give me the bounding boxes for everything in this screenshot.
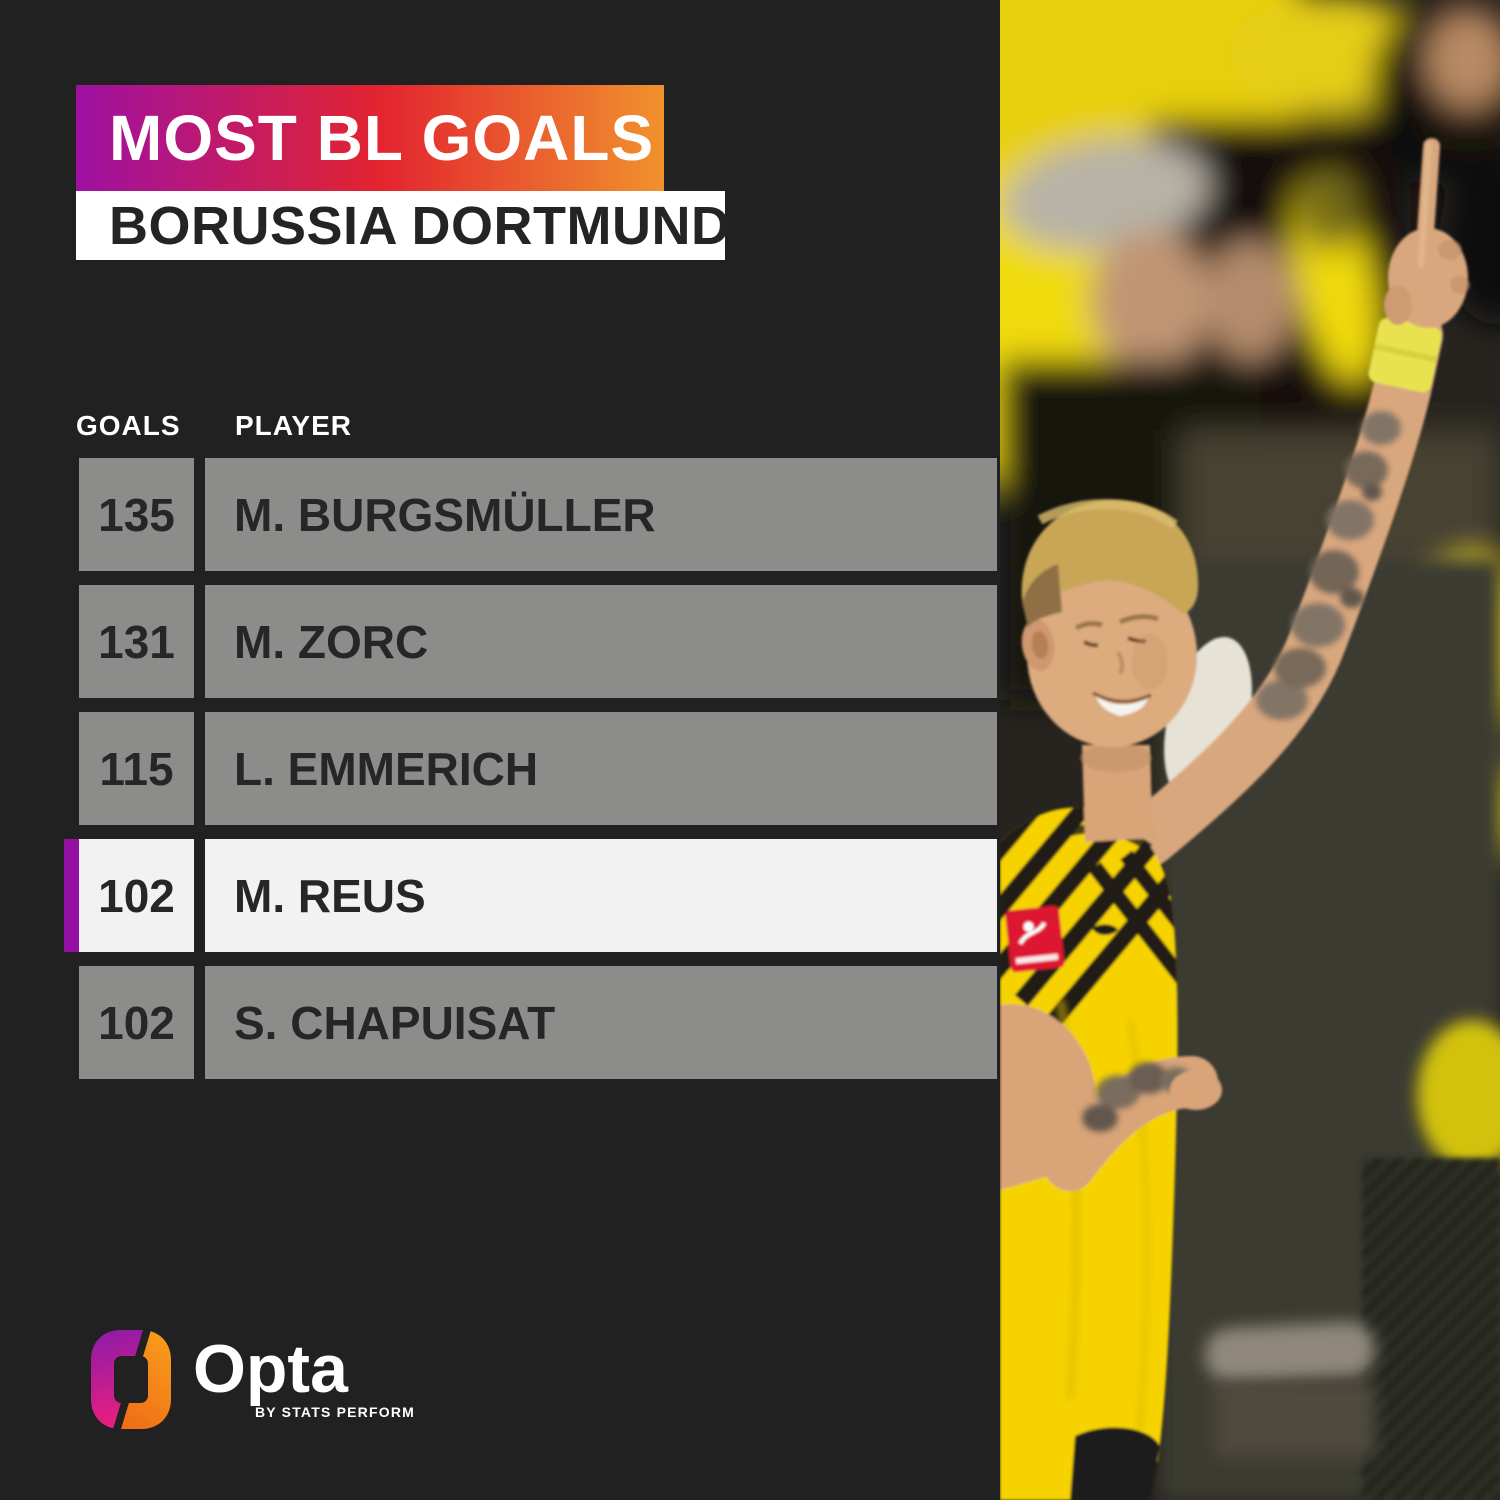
smile [1096,696,1148,716]
eyebrow [1118,614,1159,625]
goals-cell: 135 [79,458,194,571]
table-row: 131 M. ZORC [79,585,997,698]
forearm-tattoos [1082,1062,1192,1132]
opta-byline: BY STATS PERFORM [255,1404,415,1420]
player-cell: M. ZORC [205,585,997,698]
opta-logo-icon [91,1330,171,1434]
subtitle: BORUSSIA DORTMUND [109,195,731,256]
table-row: 102 M. REUS [64,839,997,952]
table-row: 115 L. EMMERICH [79,712,997,825]
page-title: MOST BL GOALS [109,102,655,174]
nose [1116,651,1125,676]
player-cell: S. CHAPUISAT [205,966,997,1079]
undercut [1022,564,1062,628]
goals-cell: 102 [79,966,194,1079]
crowd-background [1000,0,1500,870]
player-cell: M. REUS [205,839,997,952]
goals-cell: 131 [79,585,194,698]
player-cell: M. BURGSMÜLLER [205,458,997,571]
arm-tattoos [1256,411,1401,720]
left-arm [1000,1004,1222,1191]
hand [1170,1070,1222,1110]
player-figure [1000,138,1470,1500]
table-row: 135 M. BURGSMÜLLER [79,458,997,571]
goals-column-header: GOALS [76,410,181,441]
raised-arm [1119,138,1470,867]
shorts [1070,1427,1160,1500]
stats-panel: MOST BL GOALS BORUSSIA DORTMUND GOALS PL… [64,85,997,1434]
goals-cell: 102 [79,839,194,952]
brand-lockup: Opta BY STATS PERFORM [91,1330,415,1434]
opta-wordmark: Opta [193,1331,348,1407]
yellow-wristband [1368,317,1442,393]
puma-logo [1092,924,1118,935]
goals-table: 135 M. BURGSMÜLLER 131 M. ZORC 115 L. EM… [64,458,997,1093]
title-banner: MOST BL GOALS [76,85,664,191]
subtitle-bar: BORUSSIA DORTMUND [76,191,730,260]
player-photo [1000,0,1500,1500]
goals-cell: 115 [79,712,194,825]
player-cell: L. EMMERICH [205,712,997,825]
hair [1021,499,1199,618]
player-head [1021,499,1199,842]
player-column-header: PLAYER [235,410,353,441]
textured-panel [1362,1158,1500,1500]
pointing-hand [1384,138,1470,328]
table-row: 102 S. CHAPUISAT [79,966,997,1079]
bundesliga-patch [1005,905,1065,973]
